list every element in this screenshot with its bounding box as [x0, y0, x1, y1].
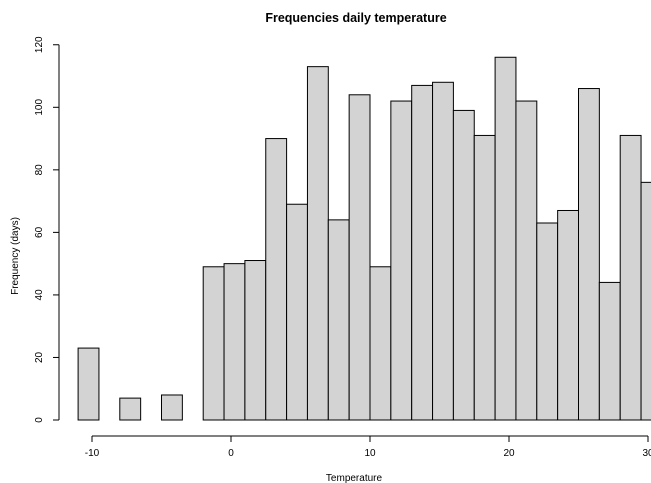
histogram-bar	[536, 222, 559, 421]
x-tick-label: 30	[642, 448, 651, 459]
x-axis: -10 0 10 20 30	[85, 435, 651, 459]
x-axis-label: Temperature	[326, 473, 383, 483]
y-axis: 0 20 40 60 80 100 120	[34, 36, 60, 423]
histogram-bar	[515, 100, 538, 421]
x-tick-label: -10	[85, 448, 100, 459]
histogram-bar	[432, 81, 454, 421]
y-tick-label: 40	[34, 289, 45, 301]
histogram-bar	[598, 281, 621, 421]
y-tick-label: 120	[34, 36, 45, 53]
histogram-bar	[244, 260, 267, 421]
x-tick-label: 0	[228, 448, 234, 459]
y-tick-label: 0	[34, 417, 45, 423]
histogram-bar	[119, 397, 142, 421]
x-tick-label: 10	[364, 448, 376, 459]
histogram-bar	[327, 219, 350, 421]
y-tick-label: 80	[34, 164, 45, 176]
histogram-bar	[557, 209, 580, 421]
histogram-bar	[348, 94, 371, 421]
histogram-bar	[77, 347, 100, 421]
y-tick-label: 60	[34, 226, 45, 238]
histogram-bar	[640, 181, 651, 421]
y-axis-label: Frequency (days)	[10, 217, 21, 295]
histogram-bar	[473, 134, 496, 421]
histogram-bar	[223, 263, 246, 421]
histogram-bar	[265, 138, 288, 421]
histogram-bar	[286, 203, 308, 421]
x-tick-label: 20	[503, 448, 515, 459]
histogram-bar	[202, 266, 225, 421]
bars-group	[77, 56, 651, 421]
histogram-bar	[578, 88, 600, 421]
y-tick-label: 20	[34, 351, 45, 363]
histogram-bar	[411, 84, 434, 421]
histogram-bar	[452, 109, 475, 421]
histogram-bar	[390, 100, 413, 421]
y-tick-label: 100	[34, 99, 45, 116]
histogram-bar	[306, 66, 329, 421]
histogram-bar	[369, 266, 392, 421]
histogram-bar	[619, 134, 642, 421]
histogram-bar	[494, 56, 517, 421]
chart-title: Frequencies daily temperature	[265, 11, 446, 25]
histogram-bar	[161, 394, 183, 421]
